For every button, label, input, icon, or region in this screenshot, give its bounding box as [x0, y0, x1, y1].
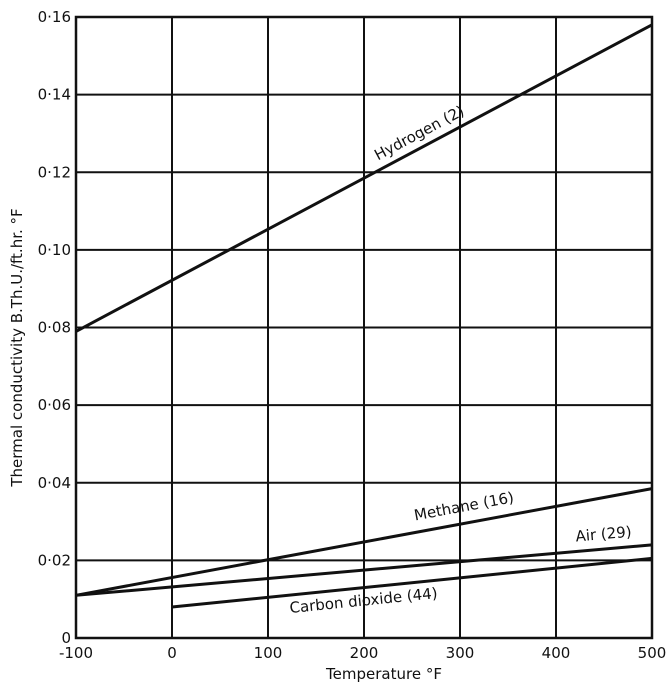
x-tick-label: -100 [59, 644, 93, 662]
series-line-2 [75, 543, 653, 597]
y-tick-label: 0·06 [38, 396, 71, 414]
y-tick-label: 0·16 [38, 8, 71, 26]
series-label-2: Air (29) [575, 523, 633, 546]
y-tick-label: 0·12 [38, 163, 71, 181]
plot-frame [74, 15, 654, 640]
y-tick-label: 0·10 [38, 241, 71, 259]
series-label-0: Hydrogen (2) [371, 102, 467, 164]
x-tick-label: 200 [350, 644, 379, 662]
series-line-3 [171, 556, 653, 609]
x-tick-label: 100 [254, 644, 283, 662]
y-tick-label: 0·04 [38, 474, 71, 492]
tick-labels: -100 0 100 200 300 400 50000·020·040·060·080·1… [38, 8, 667, 662]
x-tick-label: 500 [638, 644, 667, 662]
series-line-1 [75, 487, 653, 597]
grid-lines [74, 15, 654, 640]
x-tick-label: 0 [167, 644, 177, 662]
y-tick-label: 0 [61, 629, 71, 647]
series-label-1: Methane (16) [413, 488, 516, 524]
x-tick-label: 400 [542, 644, 571, 662]
data-series [75, 23, 653, 609]
series-line-0 [75, 23, 653, 333]
x-tick-label: 300 [446, 644, 475, 662]
x-axis-label: Temperature °F [325, 665, 442, 683]
y-tick-label: 0·14 [38, 86, 71, 104]
y-axis-label: Thermal conductivity B.Th.U./ft.hr. °F [8, 208, 26, 487]
y-tick-label: 0·08 [38, 319, 71, 337]
y-tick-label: 0·02 [38, 551, 71, 569]
